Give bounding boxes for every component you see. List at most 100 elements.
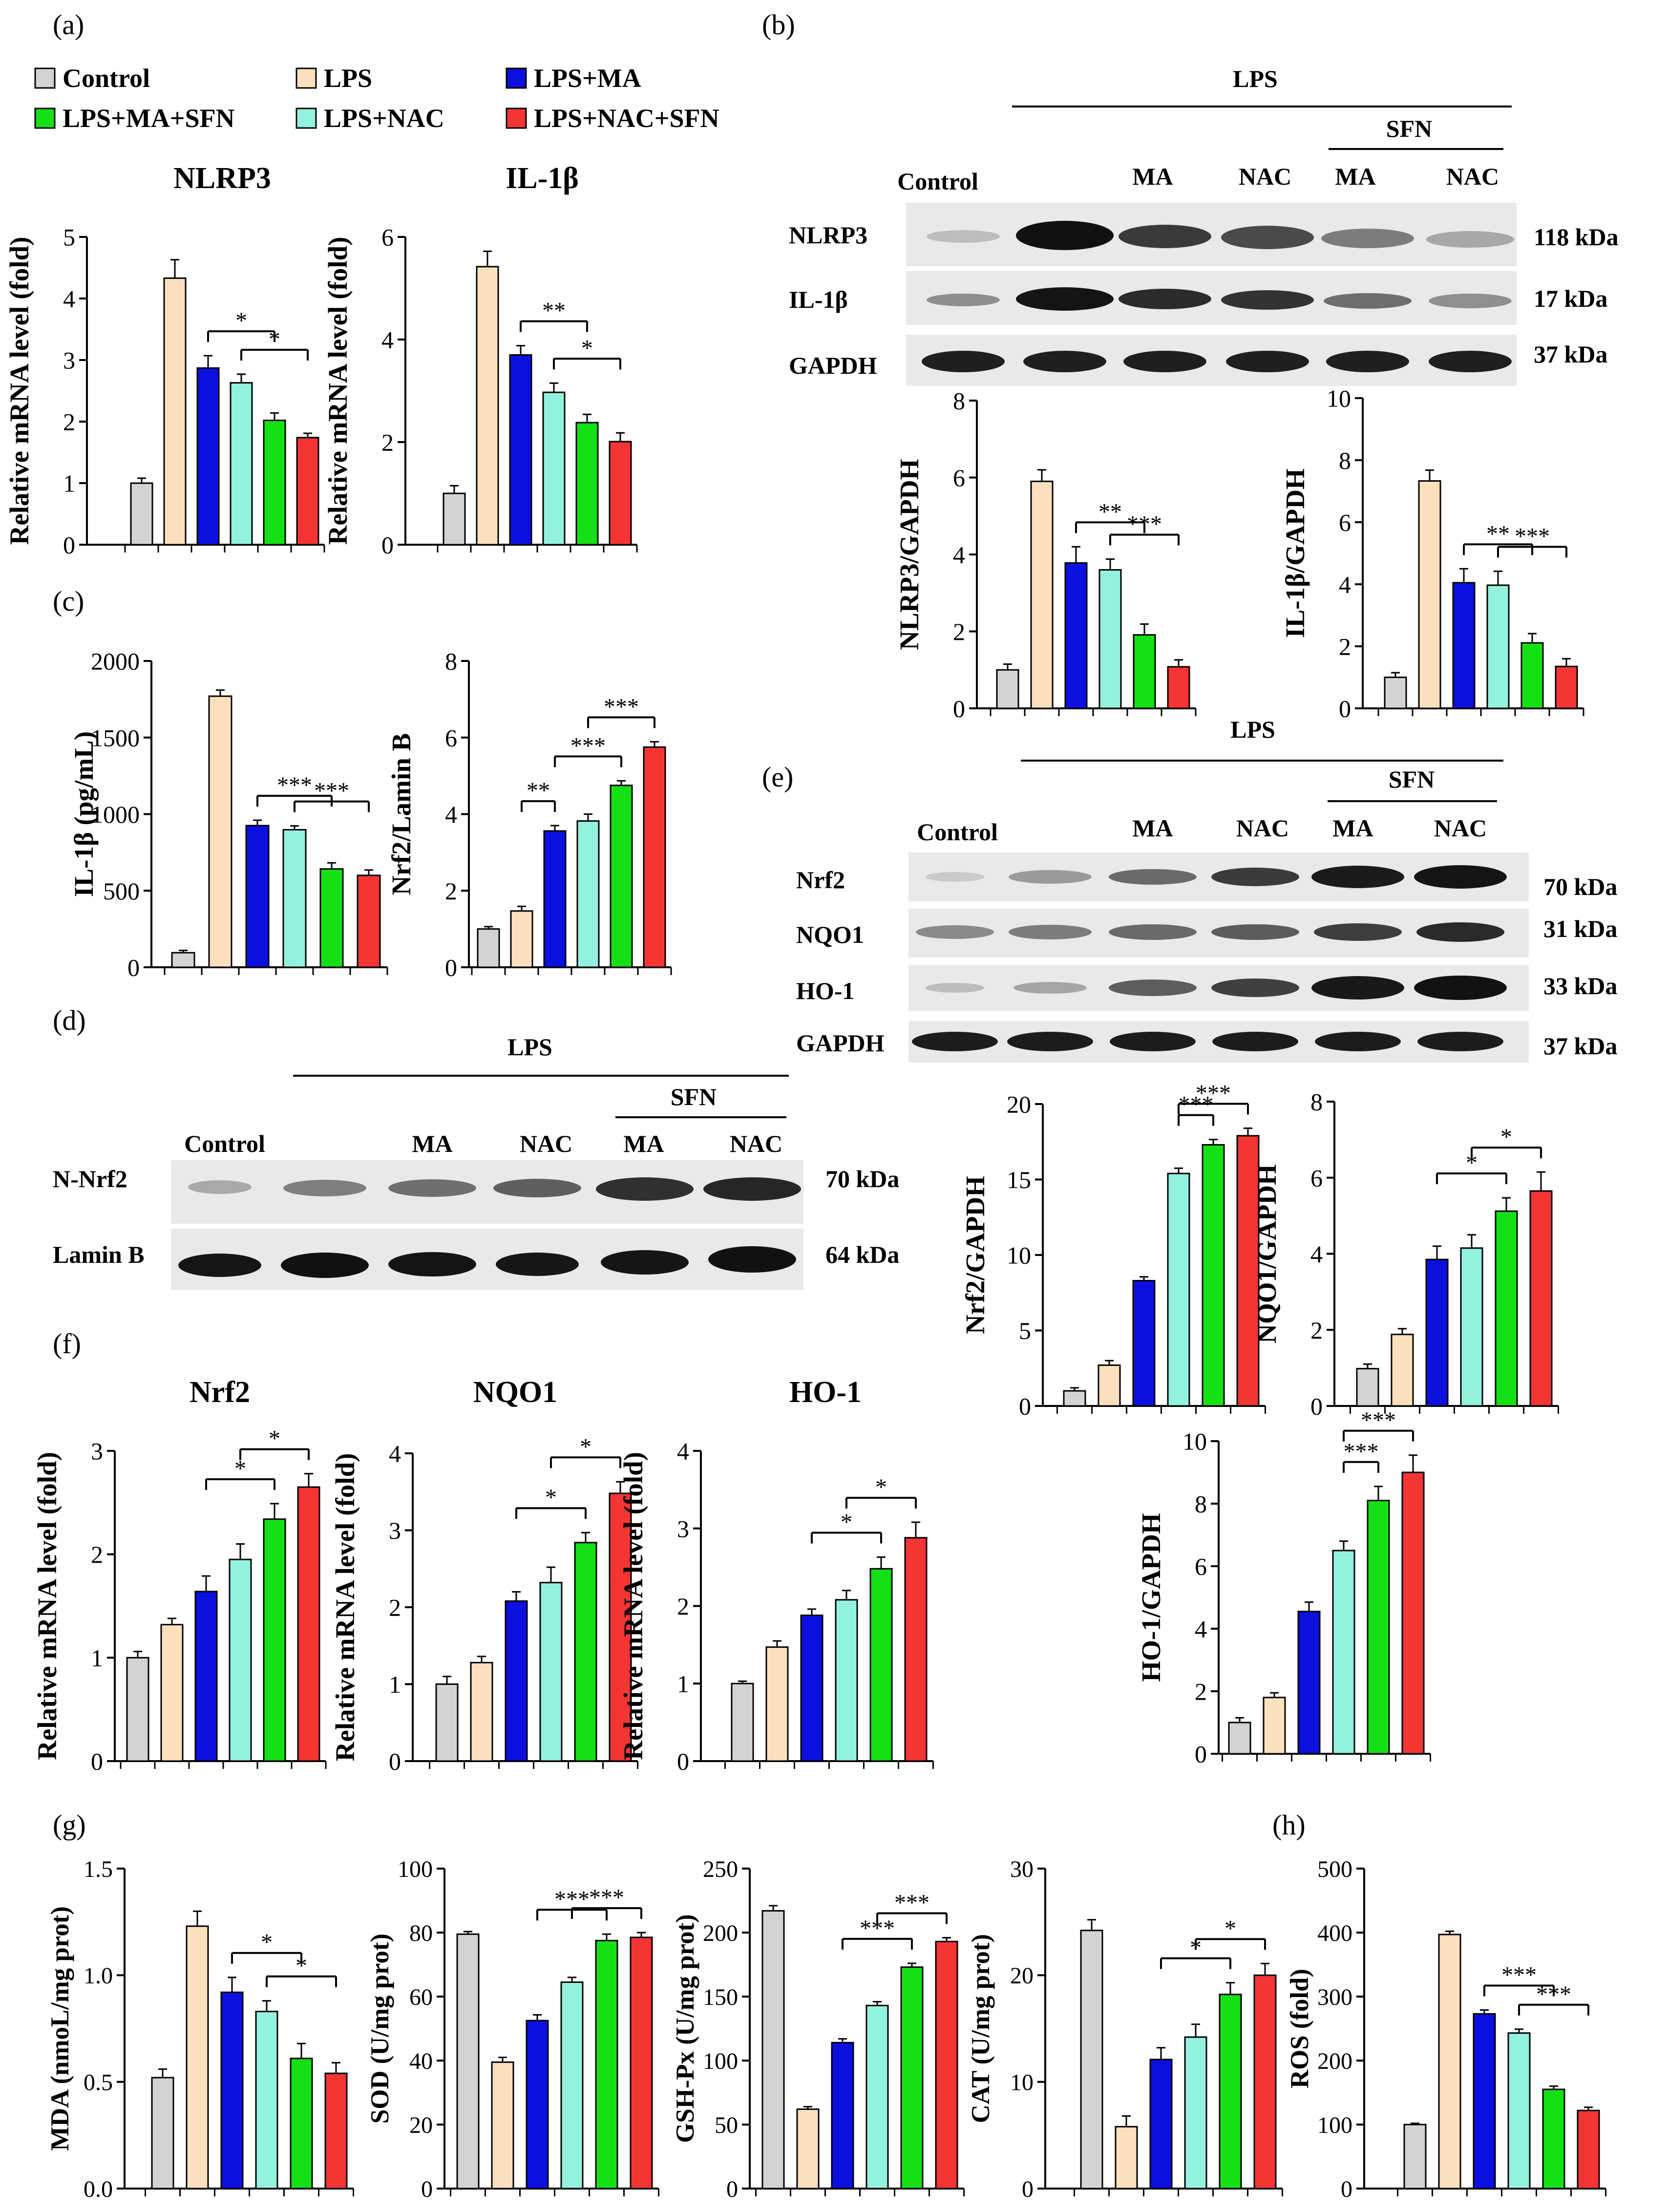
y-tick-label: 3 xyxy=(389,1517,401,1544)
chart-f-ho1-mrna: 0 1 2 3 4 Relative mRNA level (fold) HO-1 * * xyxy=(618,1376,934,1775)
y-tick-label: 15 xyxy=(1007,1166,1031,1193)
y-tick-label: 2 xyxy=(445,877,457,905)
legend-label-lps-ma: LPS+MA xyxy=(534,64,641,93)
sig-label: *** xyxy=(1127,511,1162,537)
blot-band xyxy=(1324,293,1412,309)
bar-control xyxy=(151,2077,174,2190)
y-tick-label: 50 xyxy=(715,2112,738,2138)
y-tick-label: 0 xyxy=(953,695,965,723)
blot-lane-label: MA xyxy=(1332,814,1373,842)
bar-lps xyxy=(1030,480,1054,709)
blot-subgroup-label: SFN xyxy=(671,1083,717,1110)
blot-strip xyxy=(171,1229,803,1290)
blot-size-label: 118 kDa xyxy=(1534,223,1619,251)
blot-protein-label: NLRP3 xyxy=(789,221,867,249)
bar-lps xyxy=(470,1661,493,1762)
y-tick-label: 100 xyxy=(703,2048,738,2074)
blot-subgroup-label: SFN xyxy=(1386,115,1432,142)
y-tick-label: 2 xyxy=(389,1594,401,1621)
y-tick-label: 10 xyxy=(1327,385,1351,412)
blot-protein-label: N-Nrf2 xyxy=(53,1165,127,1192)
sig-label: * xyxy=(841,1509,852,1535)
bar-lps xyxy=(163,277,187,546)
blot-band xyxy=(1023,351,1106,372)
blot-lane-label: MA xyxy=(1132,814,1173,842)
y-tick-label: 0 xyxy=(389,1748,401,1775)
bar-lps xyxy=(1391,1334,1414,1407)
y-tick-label: 6 xyxy=(1195,1553,1207,1580)
blot-size-label: 70 kDa xyxy=(825,1165,899,1192)
panel-label-d: (d) xyxy=(53,1004,86,1036)
blot-protein-label: IL-1β xyxy=(789,286,848,313)
y-tick-label: 60 xyxy=(409,1984,433,2010)
sig-label: * xyxy=(269,1426,280,1452)
bar-lps-ma xyxy=(1149,2059,1173,2190)
bar-lps-nac xyxy=(230,382,253,546)
bar-lps-nac xyxy=(1098,569,1122,709)
blot-size-label: 31 kDa xyxy=(1543,915,1617,942)
blot-band xyxy=(1211,868,1299,886)
blot-band xyxy=(1119,225,1211,248)
bar-lps-nac-sfn xyxy=(1529,1190,1553,1407)
y-tick-label: 3 xyxy=(91,1438,103,1465)
bar-lps-ma xyxy=(194,1591,218,1762)
chart-a-nlrp3-mrna: 0 1 2 3 4 5 Relative mRNA level (fold) NLRP3 * * xyxy=(4,162,325,559)
blot-band xyxy=(1013,982,1087,994)
sig-label: ** xyxy=(527,778,550,804)
blot-band xyxy=(1109,924,1197,940)
y-tick-label: 40 xyxy=(409,2048,433,2074)
panel-label-g: (g) xyxy=(53,1809,86,1841)
y-tick-label: 2 xyxy=(91,1541,103,1568)
bar-lps-nac-sfn xyxy=(609,441,632,546)
sig-label: *** xyxy=(1361,1407,1396,1433)
bar-lps-ma xyxy=(526,2020,549,2190)
sig-label: * xyxy=(580,1434,591,1460)
y-tick-label: 200 xyxy=(1317,2048,1352,2074)
blot-band xyxy=(388,1252,476,1276)
panel-label-b: (b) xyxy=(762,9,795,41)
blot-lane-label: MA xyxy=(1132,163,1173,190)
y-tick-label: 0 xyxy=(677,1748,689,1775)
blot-band xyxy=(1416,922,1504,942)
sig-label: ** xyxy=(542,298,566,324)
bar-lps-nac-sfn xyxy=(935,1940,958,2190)
legend: Control LPS LPS+MA LPS+MA+SFN LPS+NAC LP… xyxy=(34,64,719,133)
y-axis-label: Relative mRNA level (fold) xyxy=(330,1453,360,1762)
bar-lps-nac-sfn xyxy=(1253,1974,1277,2190)
sig-label: *** xyxy=(1501,1962,1537,1988)
bar-lps-ma-sfn xyxy=(1133,634,1156,709)
chart-b-nlrp3-gapdh: 0 2 4 6 8 NLRP3/GAPDH ** *** xyxy=(894,387,1197,723)
bar-lps-nac xyxy=(282,829,307,968)
bar-lps xyxy=(186,1925,209,2190)
y-axis-label: IL-1β (pg/mL) xyxy=(69,731,99,897)
bar-control xyxy=(731,1682,754,1762)
blot-band xyxy=(281,1253,369,1278)
blot-e: LPS SFN Control MA NAC MA NAC Nrf2 70 kD… xyxy=(796,716,1617,1063)
bar-lps-nac xyxy=(1167,1172,1190,1407)
bar-lps-ma-sfn xyxy=(1520,642,1544,709)
y-tick-label: 10 xyxy=(1182,1428,1207,1455)
blot-band xyxy=(283,1180,366,1196)
chart-title: NLRP3 xyxy=(173,162,271,195)
panel-label-f: (f) xyxy=(53,1328,81,1360)
blot-protein-label: Nrf2 xyxy=(796,866,845,893)
bar-control xyxy=(477,928,500,968)
bar-lps-ma xyxy=(196,367,220,546)
blot-band xyxy=(1417,1032,1503,1051)
y-tick-label: 2 xyxy=(953,618,965,645)
y-tick-label: 0 xyxy=(1022,2176,1034,2202)
y-tick-label: 4 xyxy=(381,326,394,354)
blot-band xyxy=(1109,979,1197,996)
chart-f-nqo1-mrna: 0 1 2 3 4 Relative mRNA level (fold) NQO1 * * xyxy=(330,1376,638,1775)
sig-label: * xyxy=(296,1953,307,1979)
y-tick-label: 80 xyxy=(409,1920,433,1946)
y-tick-label: 4 xyxy=(389,1440,401,1468)
y-tick-label: 0 xyxy=(1195,1741,1207,1768)
panel-label-a: (a) xyxy=(53,9,84,41)
y-axis-label: NLRP3/GAPDH xyxy=(894,459,924,650)
legend-label-lps-ma-sfn: LPS+MA+SFN xyxy=(63,104,235,133)
bar-lps-ma-sfn xyxy=(263,419,286,546)
y-axis-label: Relative mRNA level (fold) xyxy=(4,237,34,545)
